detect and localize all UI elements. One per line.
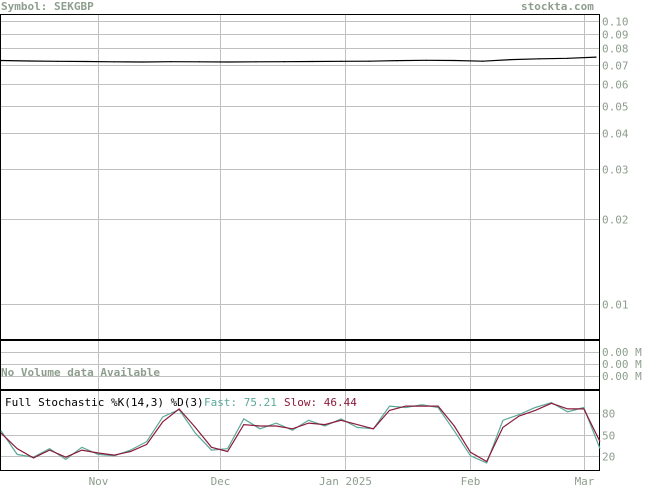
price-y-tick-label: 0.02 <box>602 214 629 227</box>
stochastic-fast-line <box>0 401 601 464</box>
x-tick-label: Mar <box>575 475 595 486</box>
price-y-tick-label: 0.10 <box>602 16 629 29</box>
stochastic-slow-line <box>0 402 601 463</box>
price-point <box>28 60 30 62</box>
price-point <box>57 60 59 62</box>
volume-y-tick-labels: 0.00 M0.00 M0.00 M <box>602 346 642 383</box>
stochastic-panel-frame <box>0 390 600 471</box>
price-point <box>170 61 172 63</box>
stochastic-slow-label: Slow: 46.44 <box>284 396 357 409</box>
price-point <box>340 60 342 62</box>
x-tick-label: Feb <box>461 475 481 486</box>
price-point <box>482 60 484 62</box>
price-point <box>227 61 229 63</box>
price-point <box>0 59 2 62</box>
price-point <box>85 60 87 63</box>
price-line <box>0 56 597 63</box>
price-panel-frame <box>0 14 600 340</box>
price-y-tick-label: 0.07 <box>602 60 629 73</box>
price-y-tick-label: 0.03 <box>602 164 629 177</box>
price-point <box>453 59 455 62</box>
stochastic-y-tick-label: 20 <box>602 451 615 464</box>
stochastic-title: Full Stochastic %K(14,3) %D(3) <box>5 396 204 409</box>
price-point <box>142 61 144 63</box>
price-y-tick-label: 0.06 <box>602 79 629 92</box>
price-vertical-grid <box>98 15 585 339</box>
price-y-tick-label: 0.04 <box>602 128 629 141</box>
price-point <box>538 58 540 60</box>
volume-y-tick-label: 0.00 M <box>602 370 642 383</box>
stochastic-panel: 80 50 20 Full Stochastic %K(14,3) %D(3) Fa… <box>0 390 615 471</box>
price-y-tick-labels: 0.100.090.08 0.07 0.06 0.05 0.04 0.03 0.02 0.01 <box>602 16 629 312</box>
x-tick-label: Dec <box>211 475 231 486</box>
x-axis-tick-labels: Nov Dec Jan 2025 Feb Mar <box>89 475 595 486</box>
symbol-label: Symbol: SEKGBP <box>1 0 94 13</box>
price-y-tick-label: 0.09 <box>602 29 629 42</box>
price-y-tick-label: 0.08 <box>602 43 629 56</box>
price-point <box>255 61 257 63</box>
price-y-tick-label: 0.05 <box>602 101 629 114</box>
stochastic-y-tick-label: 50 <box>602 430 615 443</box>
site-label: stockta.com <box>521 0 594 13</box>
price-point <box>368 60 370 62</box>
volume-grid <box>1 341 599 389</box>
price-y-tick-label: 0.01 <box>602 299 629 312</box>
price-series <box>0 56 597 63</box>
price-point <box>595 56 597 58</box>
price-point <box>283 61 285 63</box>
price-point <box>425 59 427 61</box>
x-tick-label: Jan 2025 <box>319 475 372 486</box>
volume-y-tick-label: 0.00 M <box>602 346 642 359</box>
x-tick-label: Nov <box>89 475 109 486</box>
stochastic-series <box>0 401 601 464</box>
price-horizontal-grid <box>1 21 599 305</box>
price-panel: 0.100.090.08 0.07 0.06 0.05 0.04 0.03 0.02 0.01 <box>0 14 629 340</box>
volume-panel: No Volume data Available 0.00 M0.00 M0.0… <box>0 340 642 390</box>
volume-y-tick-label: 0.00 M <box>602 358 642 371</box>
stochastic-y-tick-label: 80 <box>602 408 615 421</box>
price-point <box>397 60 399 62</box>
price-point <box>113 61 115 63</box>
price-point <box>567 57 569 59</box>
price-point <box>510 59 512 61</box>
price-point <box>198 61 200 63</box>
price-point <box>312 60 314 63</box>
stochastic-y-tick-labels: 80 50 20 <box>602 408 615 464</box>
volume-no-data-message: No Volume data Available <box>1 366 160 379</box>
stochastic-fast-label: Fast: 75.21 <box>204 396 277 409</box>
